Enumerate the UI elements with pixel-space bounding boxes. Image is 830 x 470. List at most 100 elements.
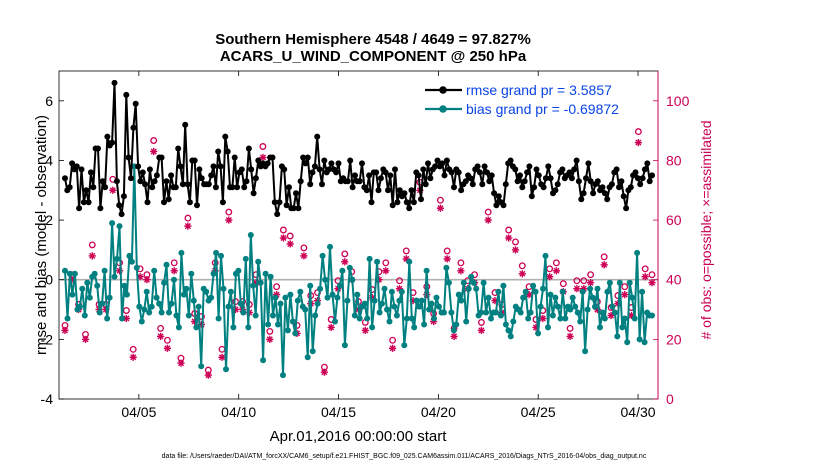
bias-point <box>351 312 358 319</box>
bias-point <box>101 267 108 274</box>
rmse-point <box>385 187 391 194</box>
bias-point <box>458 297 465 304</box>
bias-point <box>220 285 227 292</box>
bias-point <box>262 270 269 277</box>
bias-point <box>626 279 633 286</box>
obs-possible-marker <box>157 324 165 332</box>
bias-point <box>175 324 182 331</box>
rmse-point <box>616 184 622 191</box>
rmse-point <box>493 202 500 209</box>
rmse-point <box>102 184 109 191</box>
rmse-point <box>137 178 144 185</box>
rmse-point <box>172 184 179 191</box>
bias-point <box>483 309 490 316</box>
bias-point <box>136 303 143 310</box>
bias-point <box>388 288 395 295</box>
legend-bias-marker <box>439 105 447 113</box>
obs-assimilated-marker <box>505 234 513 242</box>
bias-point <box>332 318 338 325</box>
bias-point <box>455 291 462 298</box>
rmse-point <box>552 187 559 194</box>
bias-point <box>557 315 564 322</box>
bias-point <box>119 315 125 322</box>
bias-point <box>614 333 621 340</box>
bias-point <box>416 303 423 310</box>
obs-possible-marker <box>225 208 233 216</box>
bias-point <box>188 270 195 277</box>
bias-point <box>460 279 467 286</box>
rmse-point <box>382 169 389 176</box>
rmse-point <box>486 178 493 185</box>
rmse-point <box>78 166 85 173</box>
rmse-point <box>95 145 101 152</box>
bias-point <box>104 315 111 322</box>
bias-point <box>289 318 296 325</box>
rmse-point <box>186 199 193 206</box>
rmse-point <box>130 124 137 131</box>
rmse-point <box>443 157 450 164</box>
bias-point <box>433 294 440 301</box>
rmse-point <box>623 205 630 212</box>
rmse-point <box>113 178 120 185</box>
bias-point <box>143 288 150 295</box>
bias-point <box>151 267 158 274</box>
bias-point <box>79 285 86 292</box>
bias-point <box>480 279 487 286</box>
bias-point <box>463 318 470 325</box>
bias-point <box>582 348 589 355</box>
rmse-point <box>198 175 205 182</box>
rmse-point <box>128 175 134 182</box>
obs-assimilated-marker <box>279 234 287 242</box>
rmse-point <box>321 157 328 164</box>
rmse-point <box>455 169 462 176</box>
bias-point <box>403 315 410 322</box>
rmse-point <box>196 166 203 173</box>
obs-assimilated-marker <box>184 222 192 230</box>
bias-point <box>376 309 383 316</box>
y-tick-label-left: -2 <box>41 331 54 347</box>
bias-point <box>277 300 284 307</box>
bias-point <box>128 258 135 265</box>
bias-point <box>195 303 202 310</box>
rmse-point <box>641 166 648 173</box>
legend-rmse-marker <box>439 86 447 94</box>
obs-possible-marker <box>122 307 130 314</box>
rmse-point <box>99 178 106 185</box>
rmse-point <box>637 181 644 188</box>
bias-point <box>611 309 618 316</box>
bias-point <box>587 285 594 292</box>
bias-point <box>294 297 301 304</box>
obs-possible-marker <box>552 259 560 267</box>
obs-possible-marker <box>436 196 444 204</box>
bias-point <box>183 285 190 292</box>
bias-point <box>384 306 390 313</box>
rmse-point <box>311 163 318 170</box>
bias-point <box>346 264 353 271</box>
bias-point <box>138 318 145 325</box>
rmse-point <box>484 169 490 176</box>
rmse-point <box>300 154 307 161</box>
rmse-point <box>403 199 410 206</box>
obs-assimilated-marker <box>259 153 267 162</box>
rmse-point <box>158 154 165 161</box>
bias-point <box>322 276 329 283</box>
rmse-point <box>234 184 241 191</box>
bias-point <box>567 306 574 313</box>
rmse-point <box>349 184 356 191</box>
rmse-point <box>575 178 582 185</box>
rmse-point <box>517 172 523 179</box>
bias-point <box>354 291 361 298</box>
bias-point <box>601 315 608 322</box>
rmse-point <box>250 190 257 197</box>
rmse-point <box>587 178 594 185</box>
rmse-point <box>507 157 514 164</box>
rmse-point <box>62 175 68 182</box>
bias-point <box>624 339 631 346</box>
rmse-point <box>519 184 526 191</box>
bias-point <box>597 324 603 331</box>
obs-assimilated-marker <box>436 204 444 212</box>
rmse-point <box>389 202 396 209</box>
rmse-point <box>231 154 238 161</box>
bias-point <box>223 366 229 373</box>
